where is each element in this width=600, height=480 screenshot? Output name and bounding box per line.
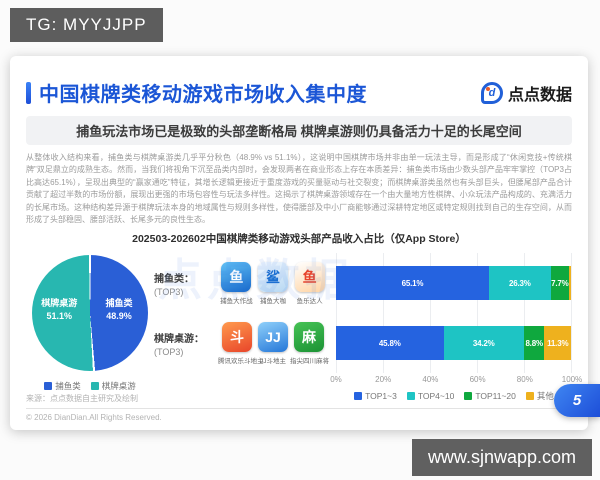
legend-label: 棋牌桌游	[101, 381, 136, 392]
app-item: JJ JJ斗地主	[256, 321, 290, 365]
legend-label: TOP11~20	[475, 391, 516, 402]
app-icon: 麻	[294, 321, 324, 352]
app-icon: 鱼	[294, 261, 325, 292]
pie-slice-label-board: 棋牌桌游 51.1%	[34, 297, 84, 322]
row-label-board: 棋牌桌游： (TOP3)	[154, 313, 216, 373]
pie-slice-value: 48.9%	[106, 310, 132, 321]
row-label-sub: (TOP3)	[154, 346, 184, 357]
legend-item: 捕鱼类	[44, 380, 81, 392]
app-item: 鲨捕鱼大咖	[255, 261, 292, 305]
app-name: 鱼乐达人	[296, 297, 323, 305]
legend-swatch	[44, 382, 53, 391]
slide-title: 中国棋牌类移动游戏市场收入集中度	[39, 84, 367, 106]
source-note: 来源：点点数据自主研究及绘制	[26, 394, 138, 403]
row-label-fishing: 捕鱼类： (TOP3)	[154, 253, 216, 313]
bar-segment: 45.8%	[336, 326, 444, 361]
app-name: 指尖四川麻将	[290, 357, 329, 365]
legend-label: 捕鱼类	[55, 381, 81, 392]
page-number-tab: 5	[554, 384, 600, 417]
app-icon: 斗	[222, 321, 252, 352]
legend-item: 其他	[525, 390, 554, 402]
pie-slice-name: 棋牌桌游	[41, 298, 78, 309]
x-axis-tick: 100%	[561, 375, 583, 385]
row-label-sub: (TOP3)	[154, 286, 184, 297]
legend-swatch	[464, 392, 473, 401]
app-icon: 鲨	[258, 261, 288, 292]
x-axis-tick: 0%	[330, 375, 342, 385]
bar-legend: TOP1~3 TOP4~10 TOP11~20 其他	[336, 390, 572, 402]
website-watermark-badge: www.sjnwapp.com	[411, 439, 592, 476]
row-label-main: 捕鱼类：	[154, 273, 194, 285]
pie-legend: 捕鱼类 棋牌桌游	[26, 380, 154, 392]
legend-label: TOP1~3	[365, 391, 397, 402]
legend-item: TOP11~20	[464, 390, 516, 402]
pie-slice-name: 捕鱼类	[105, 298, 133, 309]
app-icon: JJ	[258, 321, 288, 352]
slide-header: 中国棋牌类移动游戏市场收入集中度 d 点点数据	[26, 78, 572, 107]
app-name: 腾讯欢乐斗地主	[218, 357, 264, 365]
tg-watermark-badge: TG: MYYJJPP	[10, 8, 163, 42]
app-icon: 鱼	[221, 261, 252, 292]
legend-swatch	[90, 382, 99, 391]
report-slide: 点点数据 中国棋牌类移动游戏市场收入集中度 d 点点数据 捕鱼玩法市场已是极致的…	[10, 56, 588, 430]
logo-letter: d	[488, 86, 496, 99]
bar-track-fishing: 65.1% 26.3% 7.7%	[336, 266, 571, 301]
bar-segment: 34.2%	[443, 326, 524, 361]
analysis-paragraph: 从整体收入结构来看，捕鱼类与棋牌桌游类几乎平分秋色（48.9% vs 51.1%…	[26, 153, 572, 224]
legend-label: 其他	[536, 391, 554, 402]
legend-swatch	[406, 392, 415, 401]
pie-chart-block: 捕鱼类 48.9% 棋牌桌游 51.1% 捕鱼类 棋牌桌游	[26, 253, 154, 402]
diandian-logo: d 点点数据	[480, 81, 572, 105]
footer-divider	[26, 408, 572, 409]
bar-segment	[568, 266, 571, 301]
pie-slice-value: 51.1%	[46, 310, 73, 321]
copyright-note: © 2026 DianDian.All Rights Reserved.	[26, 413, 162, 422]
x-axis-tick: 60%	[469, 375, 486, 385]
app-item: 麻指尖四川麻将	[290, 321, 329, 365]
app-item: 鱼鱼乐达人	[291, 261, 328, 305]
pie-chart: 捕鱼类 48.9% 棋牌桌游 51.1%	[32, 255, 148, 372]
bar-track-board: 45.8% 34.2% 8.8% 11.3%	[336, 326, 572, 361]
legend-item: TOP4~10	[406, 390, 455, 402]
app-name: JJ斗地主	[260, 357, 286, 365]
bar-cell-fishing: 65.1% 26.3% 7.7%	[336, 253, 572, 314]
title-accent-bar	[26, 81, 31, 104]
bar-segment: 26.3%	[488, 266, 551, 301]
bar-segment: 65.1%	[336, 266, 489, 301]
slide-footer: 来源：点点数据自主研究及绘制 © 2026 DianDian.All Right…	[26, 393, 572, 422]
bar-segment: 8.8%	[523, 326, 545, 361]
legend-label: TOP4~10	[417, 391, 455, 402]
bar-segment: 7.7%	[550, 266, 569, 301]
legend-swatch	[525, 392, 534, 401]
legend-item: TOP1~3	[354, 390, 397, 402]
diandian-logo-icon: d	[480, 81, 503, 104]
stacked-bar-chart: 捕鱼类： (TOP3) 鱼捕鱼大作战鲨捕鱼大咖鱼鱼乐达人 65.1% 26.3% 7…	[154, 253, 582, 402]
bar-cell-board: 45.8% 34.2% 8.8% 11.3%	[336, 313, 572, 374]
app-item: 鱼捕鱼大作战	[218, 261, 255, 305]
row-label-main: 棋牌桌游：	[154, 333, 204, 345]
bar-segment: 11.3%	[544, 326, 572, 361]
app-name: 捕鱼大咖	[260, 297, 286, 305]
app-icons-board: 斗腾讯欢乐斗地主 JJ JJ斗地主麻指尖四川麻将	[216, 313, 336, 373]
chart-title: 202503-202602中国棋牌类移动游戏头部产品收入占比（仅App Stor…	[132, 233, 466, 246]
x-axis-tick: 20%	[375, 375, 392, 385]
app-name: 捕鱼大作战	[220, 297, 253, 305]
x-axis: 0% 20% 40% 60% 80% 100%	[330, 373, 582, 387]
slide-subtitle: 捕鱼玩法市场已是极致的头部垄断格局 棋牌桌游则仍具备活力十足的长尾空间	[26, 116, 572, 145]
x-axis-tick: 40%	[422, 375, 439, 385]
chart-area: 捕鱼类 48.9% 棋牌桌游 51.1% 捕鱼类 棋牌桌游 捕鱼类： (TOP3)…	[26, 253, 582, 402]
app-item: 斗腾讯欢乐斗地主	[218, 321, 264, 365]
legend-swatch	[354, 392, 363, 401]
app-icons-fishing: 鱼捕鱼大作战鲨捕鱼大咖鱼鱼乐达人	[216, 253, 336, 313]
x-axis-tick: 80%	[516, 375, 533, 385]
diandian-logo-text: 点点数据	[507, 86, 572, 104]
legend-item: 棋牌桌游	[90, 380, 136, 392]
pie-slice-label-fishing: 捕鱼类 48.9%	[93, 297, 144, 322]
